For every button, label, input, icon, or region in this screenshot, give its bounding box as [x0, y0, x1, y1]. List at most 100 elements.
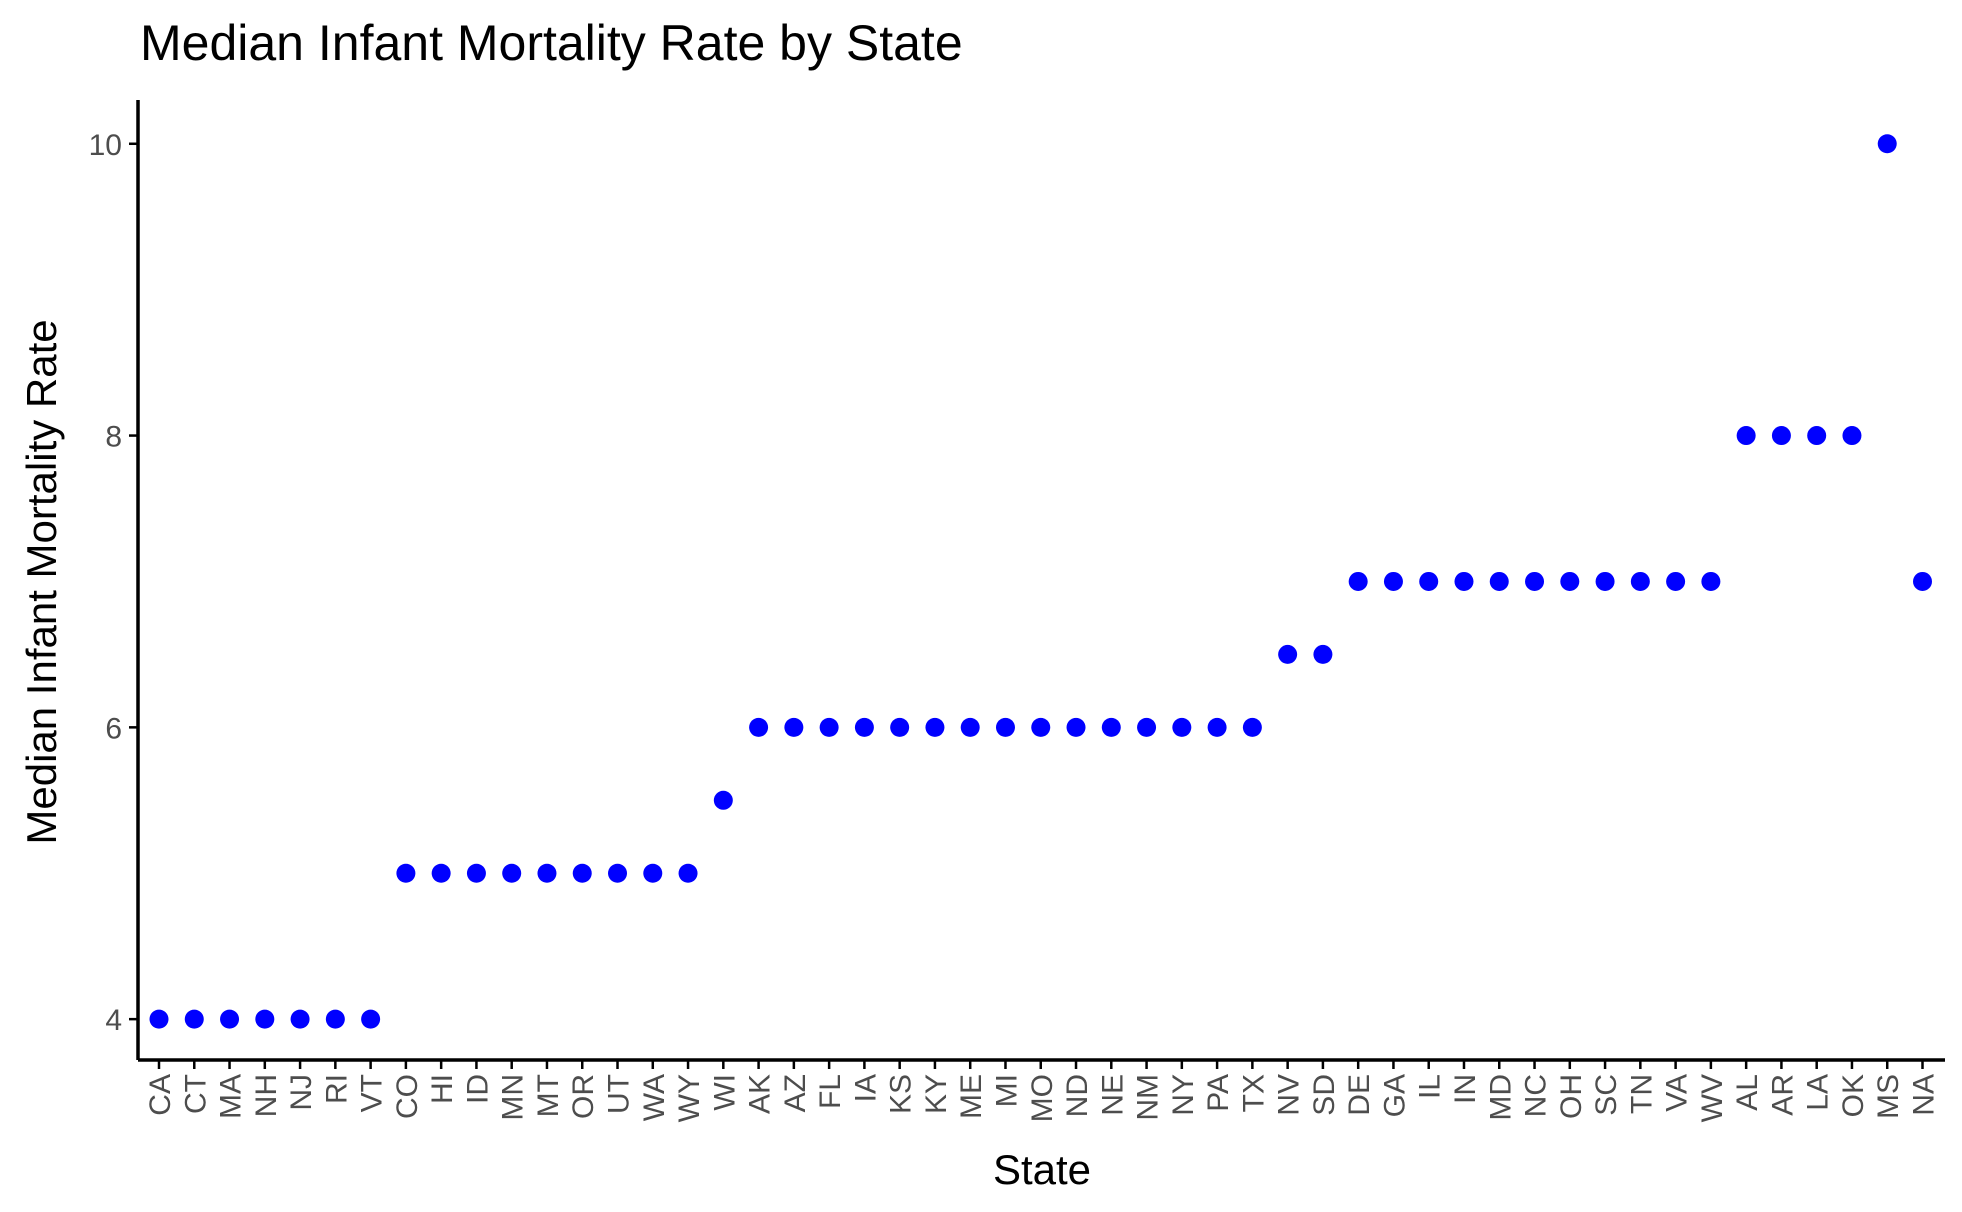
x-tick-label: ME [955, 1074, 988, 1119]
data-point [1207, 717, 1227, 737]
data-point [854, 717, 874, 737]
chart-title: Median Infant Mortality Rate by State [140, 15, 963, 71]
x-tick-label: GA [1378, 1074, 1411, 1117]
x-tick-label: AR [1766, 1074, 1799, 1116]
x-tick-label: AL [1731, 1074, 1764, 1111]
x-tick-label: CA [144, 1074, 177, 1116]
data-point [1031, 717, 1051, 737]
data-point [1313, 644, 1333, 664]
x-tick-label: NM [1132, 1074, 1165, 1121]
x-tick-label: NJ [285, 1074, 318, 1111]
y-axis-title: Median Infant Mortality Rate [18, 319, 65, 844]
data-point [1666, 571, 1686, 591]
x-tick-label: WV [1696, 1074, 1729, 1122]
data-point [149, 1009, 169, 1029]
data-point [1489, 571, 1509, 591]
data-point [431, 863, 451, 883]
data-point [1630, 571, 1650, 591]
x-tick-label: UT [603, 1074, 636, 1114]
x-tick-label: OR [567, 1074, 600, 1119]
x-tick-label: WY [673, 1074, 706, 1122]
x-tick-label: OK [1837, 1074, 1870, 1117]
data-point [1278, 644, 1298, 664]
x-tick-label: NA [1908, 1074, 1941, 1116]
data-point [1877, 134, 1897, 154]
x-tick-label: MD [1484, 1074, 1517, 1121]
data-point [643, 863, 663, 883]
data-point [1101, 717, 1121, 737]
data-point [572, 863, 592, 883]
data-point [925, 717, 945, 737]
x-tick-label: IN [1449, 1074, 1482, 1104]
x-tick-label: AK [744, 1074, 777, 1114]
x-tick-label: NV [1273, 1074, 1306, 1116]
data-point [1736, 426, 1756, 446]
x-tick-label: CO [391, 1074, 424, 1119]
data-point [713, 790, 733, 810]
x-tick-label: FL [814, 1074, 847, 1109]
data-point [290, 1009, 310, 1029]
x-tick-label: NC [1520, 1074, 1553, 1117]
data-point [995, 717, 1015, 737]
x-tick-label: KY [920, 1074, 953, 1114]
data-point [1172, 717, 1192, 737]
data-point [749, 717, 769, 737]
data-point [1701, 571, 1721, 591]
data-point [1913, 571, 1932, 591]
data-point [1560, 571, 1580, 591]
x-tick-label: NY [1167, 1074, 1200, 1116]
x-tick-label: IL [1414, 1074, 1447, 1099]
x-tick-label: VT [356, 1074, 389, 1112]
data-point [184, 1009, 204, 1029]
x-tick-label: TN [1625, 1074, 1658, 1114]
x-tick-label: VA [1661, 1074, 1694, 1112]
data-point [960, 717, 980, 737]
data-points [149, 134, 1932, 1029]
data-point [1419, 571, 1439, 591]
data-point [819, 717, 839, 737]
x-tick-label: MN [497, 1074, 530, 1121]
data-point [1137, 717, 1157, 737]
data-point [1771, 426, 1791, 446]
x-tick-label: MO [1026, 1074, 1059, 1122]
x-tick-label: PA [1202, 1074, 1235, 1112]
data-point [1066, 717, 1086, 737]
data-point [1525, 571, 1545, 591]
data-point [325, 1009, 345, 1029]
x-tick-label: KS [885, 1074, 918, 1114]
data-point [1348, 571, 1368, 591]
y-axis: 4 6 8 10 [89, 100, 140, 1060]
y-tick-label: 8 [105, 421, 122, 454]
data-point [396, 863, 416, 883]
x-tick-label: CT [179, 1074, 212, 1114]
x-axis: CA CT MA NH NJ RI VT CO HI ID MN MT OR UT WA WY WI AK AZ FL… [138, 1058, 1945, 1122]
data-point [784, 717, 804, 737]
x-tick-label: NH [250, 1074, 283, 1117]
x-tick-label: MS [1872, 1074, 1905, 1119]
data-point [1454, 571, 1474, 591]
data-point [608, 863, 628, 883]
x-tick-label: SD [1308, 1074, 1341, 1116]
data-point [466, 863, 486, 883]
x-tick-label: NE [1096, 1074, 1129, 1116]
x-tick-label: DE [1343, 1074, 1376, 1116]
data-point [361, 1009, 381, 1029]
x-tick-label: MI [990, 1074, 1023, 1107]
x-tick-label: ND [1061, 1074, 1094, 1117]
data-point [678, 863, 698, 883]
data-point [502, 863, 522, 883]
x-tick-label: RI [320, 1074, 353, 1104]
y-tick-label: 4 [105, 1004, 122, 1037]
data-point [220, 1009, 240, 1029]
data-point [1242, 717, 1262, 737]
y-tick-label: 6 [105, 712, 122, 745]
x-tick-label: WA [638, 1074, 671, 1121]
x-axis-title: State [993, 1146, 1091, 1193]
x-tick-label: HI [426, 1074, 459, 1104]
x-tick-label: LA [1802, 1074, 1835, 1111]
data-point [255, 1009, 275, 1029]
x-tick-label: TX [1237, 1074, 1270, 1112]
data-point [537, 863, 557, 883]
